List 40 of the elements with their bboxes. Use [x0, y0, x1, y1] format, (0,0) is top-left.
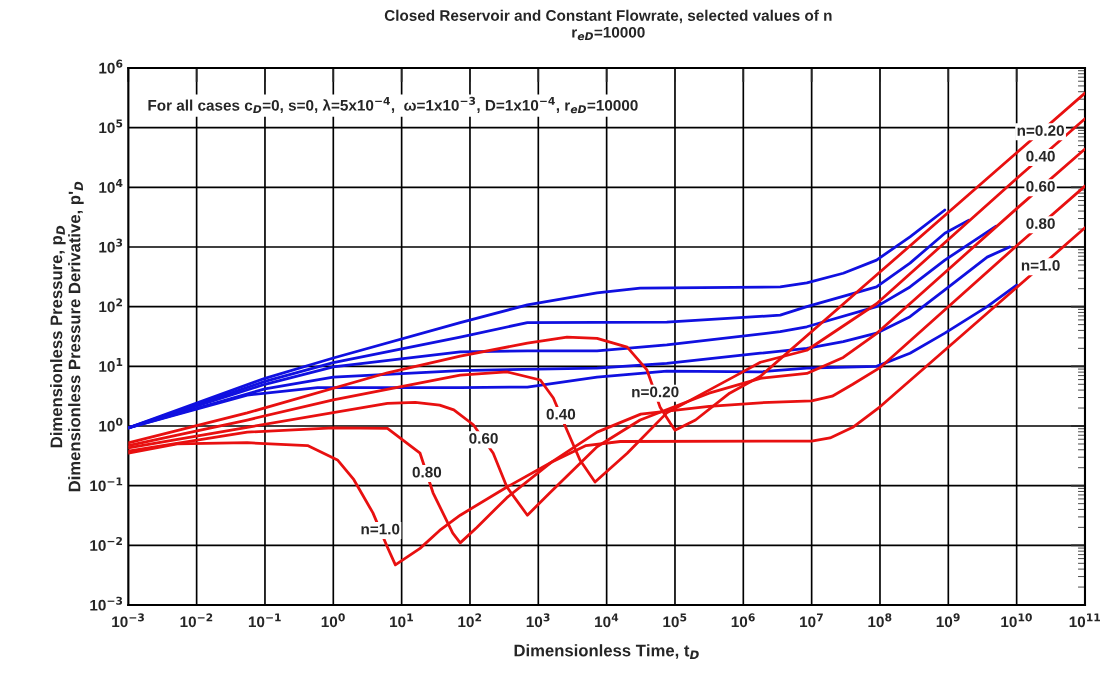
x-tick-label: 10$^{−2}$	[180, 613, 213, 628]
annotation: n=1.0	[1021, 259, 1060, 271]
annotation: 0.40	[1026, 150, 1055, 162]
annotation: 0.80	[1026, 218, 1055, 229]
y-tick-label: 10$^{4}$	[99, 179, 123, 193]
annotation: n=0.20	[1017, 125, 1064, 136]
annotation: n=0.20	[632, 386, 679, 398]
x-tick-label: 10$^{11}$	[1069, 613, 1100, 628]
x-tick-label: 10$^{1}$	[390, 613, 413, 628]
annotation: n=1.0	[361, 523, 400, 535]
text: For all cases c$_{D}$=0, s=0, λ=5x10$^{−4}$, ω=1x10$^{−3}$, D=1x10$^{−4}$, r$_{eD}$=10000	[148, 96, 638, 114]
y-tick-label: 10$^{−3}$	[90, 596, 123, 611]
chart-subtitle: r$_{eD}$=10000	[572, 26, 645, 41]
x-tick-label: 10$^{8}$	[868, 613, 892, 628]
x-tick-label: 10$^{2}$	[458, 613, 482, 628]
x-tick-label: 10$^{5}$	[663, 613, 687, 628]
x-tick-label: 10$^{10}$	[1001, 613, 1032, 628]
x-tick-label: 10$^{0}$	[321, 613, 345, 628]
x-tick-label: 10$^{6}$	[731, 613, 755, 628]
x-tick-label: 10$^{7}$	[800, 613, 823, 628]
annotation: 0.60	[469, 432, 498, 444]
y-tick-label: 10$^{0}$	[99, 417, 123, 432]
y-tick-label: 10$^{5}$	[99, 119, 123, 134]
annotation: 0.60	[1026, 180, 1055, 192]
x-axis-title: Dimensionless Time, t$_{D}$	[514, 644, 699, 659]
x-tick-label: 10$^{4}$	[595, 613, 619, 628]
y-tick-label: 10$^{2}$	[99, 298, 123, 313]
y-tick-label: 10$^{6}$	[99, 59, 123, 74]
y-axis-title: Dimensionless Pressure, p$_{D}$ Dimensionless Pressure Derivative, p'$_{D}$	[50, 181, 84, 492]
chart-title: Closed Reservoir and Constant Flowrate, selected values of n	[384, 9, 832, 24]
y-tick-label: 10$^{−2}$	[90, 536, 122, 551]
y-tick-label: 10$^{−1}$	[90, 477, 123, 492]
x-tick-label: 10$^{3}$	[526, 613, 550, 628]
y-tick-label: 10$^{3}$	[99, 238, 123, 253]
x-tick-label: 10$^{9}$	[936, 613, 960, 628]
annotation: 0.80	[412, 466, 442, 478]
x-tick-label: 10$^{−3}$	[112, 613, 144, 628]
annotation: 0.40	[546, 408, 576, 420]
x-tick-label: 10$^{−1}$	[248, 613, 281, 628]
y-tick-label: 10$^{1}$	[99, 358, 123, 372]
